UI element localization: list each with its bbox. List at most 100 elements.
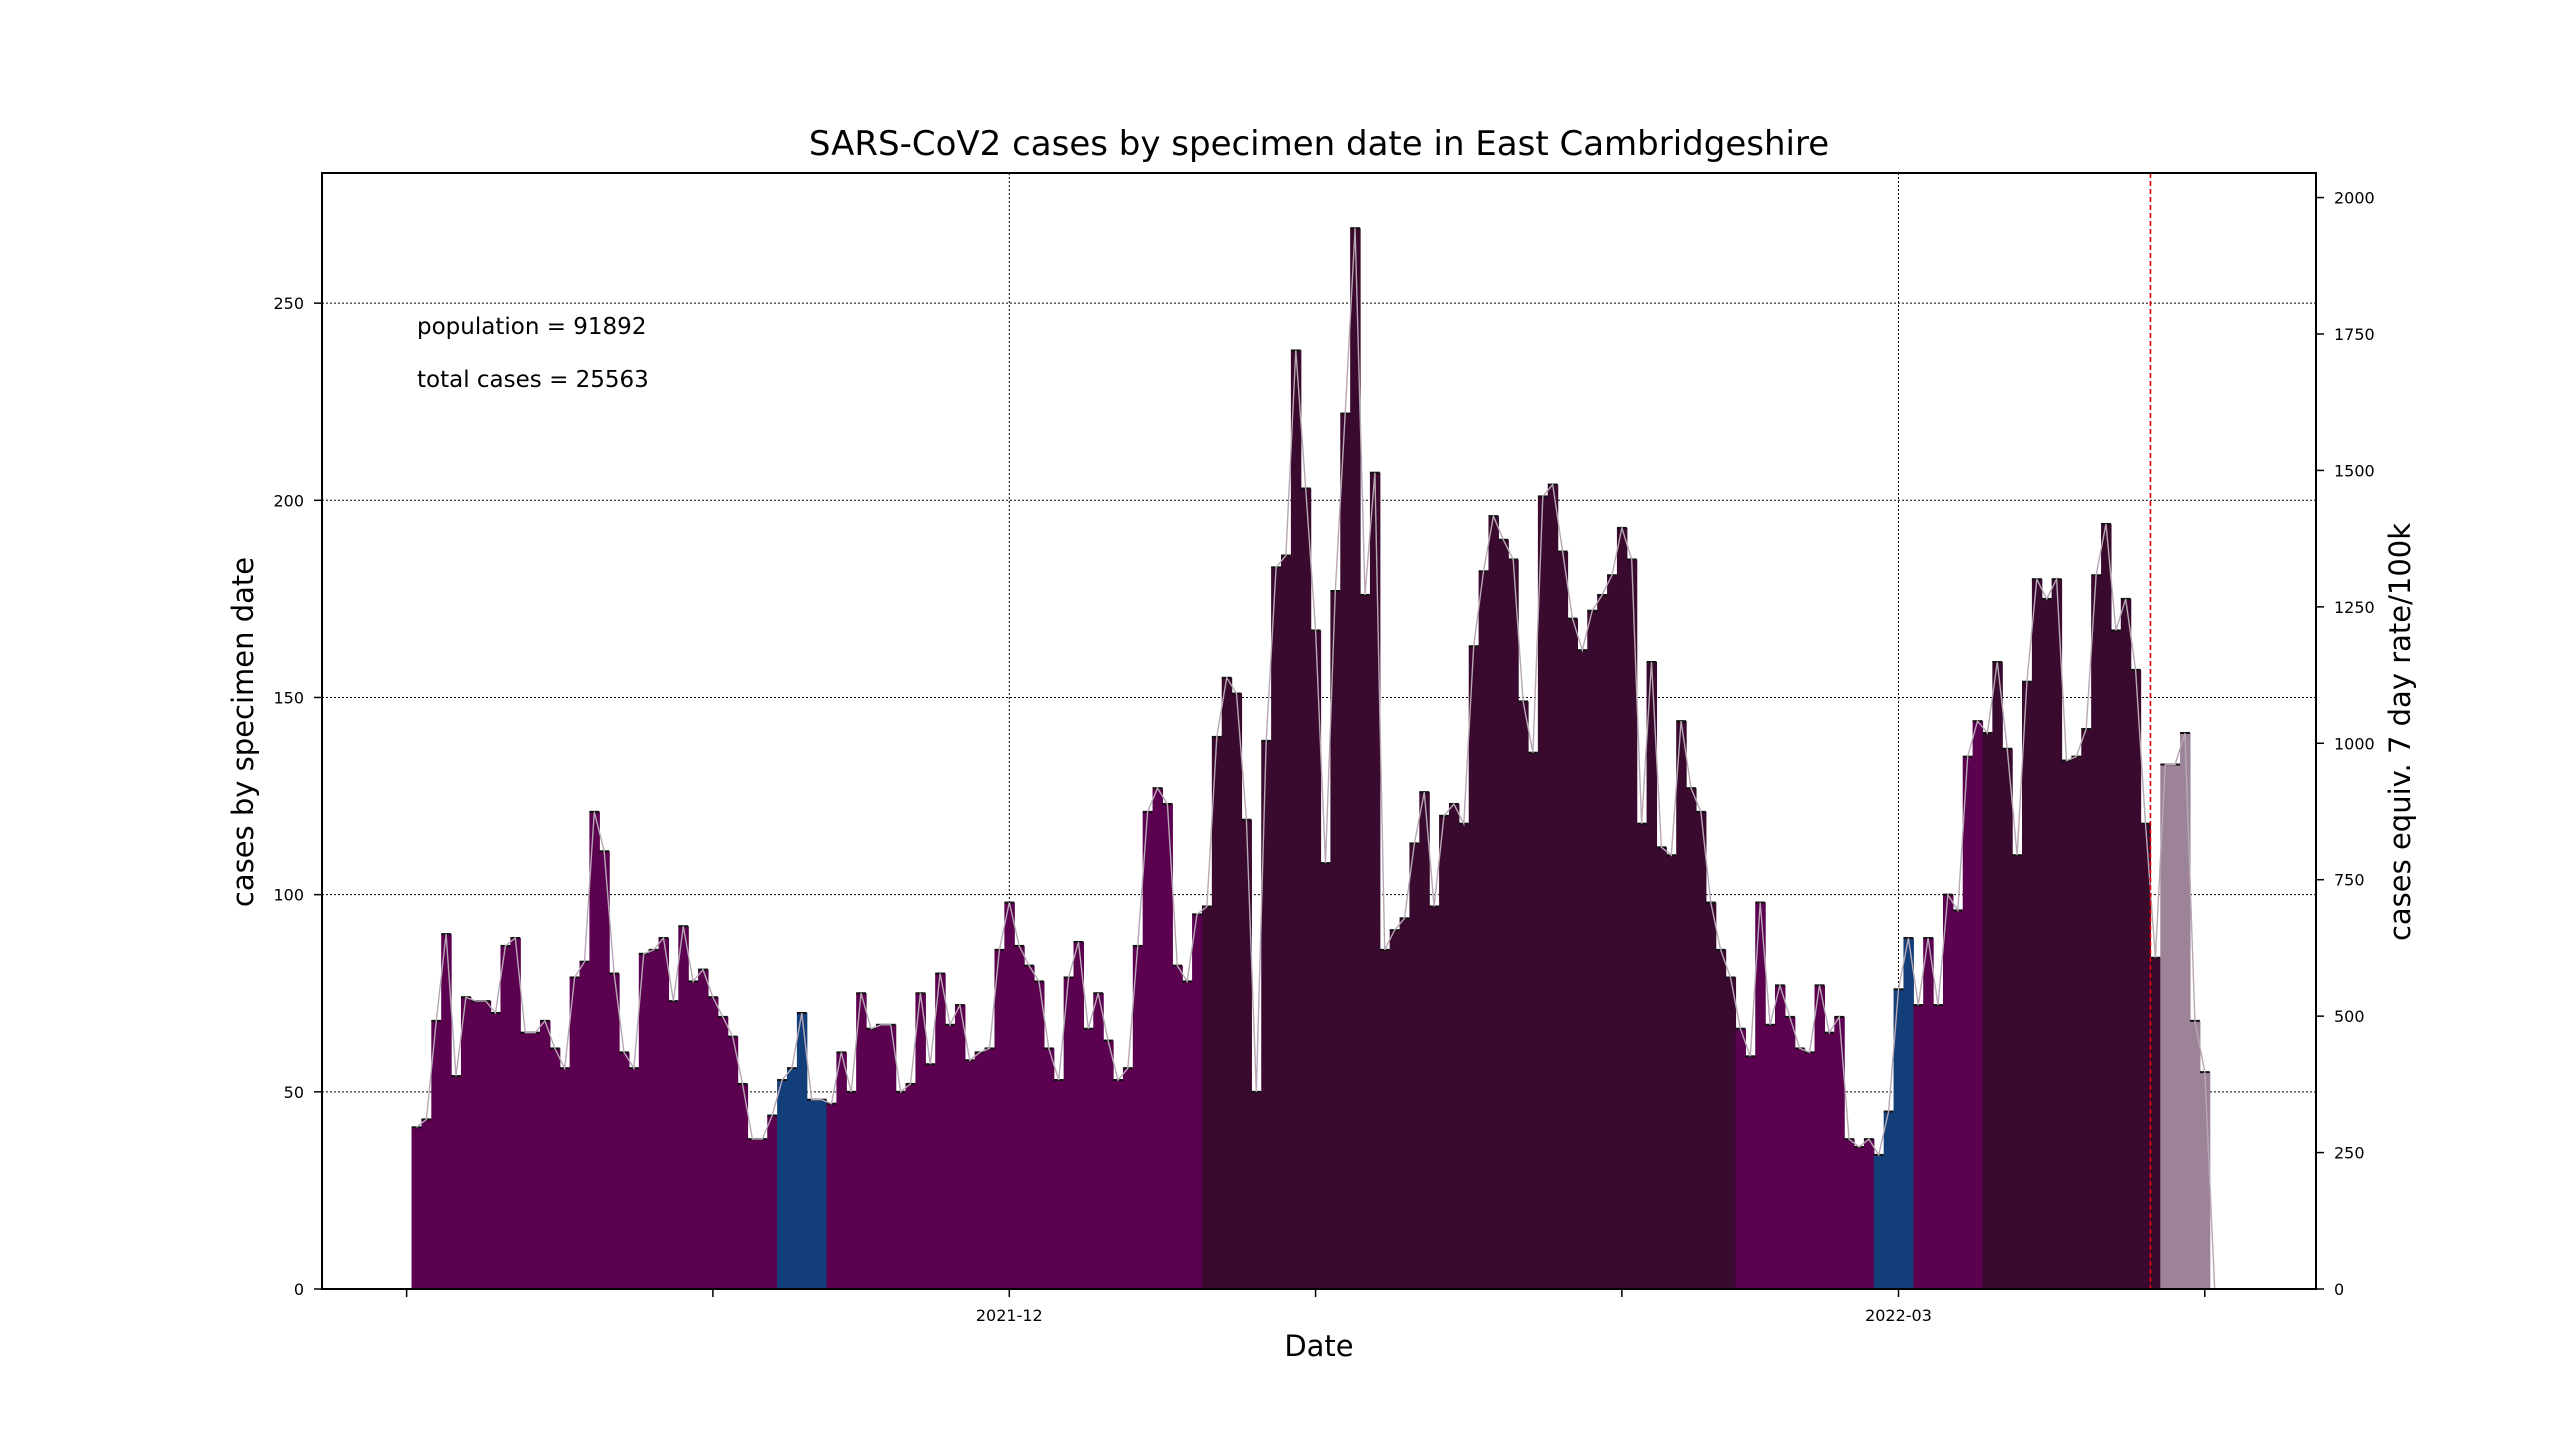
bar bbox=[1201, 906, 1213, 1289]
bar bbox=[1182, 981, 1193, 1289]
bar bbox=[1172, 965, 1183, 1289]
bar bbox=[648, 949, 660, 1289]
bar bbox=[559, 1068, 571, 1289]
bar bbox=[905, 1083, 917, 1289]
y2-tick-label: 250 bbox=[2334, 1144, 2365, 1163]
bar bbox=[569, 977, 581, 1289]
bar bbox=[451, 1076, 462, 1289]
bar bbox=[1913, 1005, 1924, 1289]
bar bbox=[1271, 567, 1282, 1289]
bar bbox=[1735, 1028, 1746, 1289]
bar bbox=[895, 1091, 907, 1289]
bar bbox=[974, 1052, 986, 1289]
bar bbox=[915, 993, 926, 1289]
y2-axis-label: cases equiv. 7 day rate/100k bbox=[2383, 523, 2417, 941]
bar bbox=[2101, 523, 2112, 1289]
bar bbox=[1083, 1028, 1094, 1289]
bar bbox=[2160, 764, 2171, 1289]
bar bbox=[460, 997, 472, 1289]
bar bbox=[994, 949, 1005, 1289]
bar bbox=[1715, 949, 1727, 1289]
bar bbox=[747, 1139, 758, 1289]
bar bbox=[1093, 993, 1104, 1289]
bar bbox=[470, 1001, 482, 1289]
bar bbox=[1211, 736, 1223, 1289]
bar bbox=[885, 1024, 897, 1289]
bar bbox=[520, 1032, 531, 1289]
bar bbox=[1103, 1040, 1114, 1289]
bar bbox=[777, 1079, 788, 1289]
bar bbox=[787, 1068, 798, 1289]
bar bbox=[1804, 1052, 1816, 1289]
bar bbox=[589, 811, 600, 1289]
bar bbox=[2170, 764, 2181, 1289]
bar bbox=[2140, 823, 2152, 1289]
bar bbox=[984, 1048, 996, 1289]
y-tick-label: 0 bbox=[294, 1280, 304, 1299]
bar bbox=[796, 1012, 808, 1289]
x-tick-label: 2022-03 bbox=[1865, 1306, 1932, 1325]
bar bbox=[1755, 902, 1766, 1289]
y-axis-ticks: 0 50 100 150 200 250 bbox=[273, 294, 322, 1299]
bar bbox=[2189, 1020, 2201, 1289]
bar bbox=[2120, 598, 2132, 1289]
bar bbox=[935, 973, 946, 1289]
bar bbox=[1942, 894, 1954, 1289]
bar bbox=[1152, 788, 1164, 1289]
bar bbox=[1498, 539, 1509, 1289]
bar bbox=[1458, 823, 1470, 1289]
bar bbox=[1439, 815, 1450, 1289]
bar bbox=[1814, 985, 1825, 1289]
y2-tick-label: 1750 bbox=[2334, 325, 2375, 344]
bar bbox=[2081, 729, 2092, 1289]
bar bbox=[530, 1032, 541, 1289]
bar bbox=[1360, 594, 1371, 1289]
bar bbox=[2002, 748, 2013, 1289]
bar bbox=[480, 1001, 492, 1289]
bar bbox=[1320, 863, 1331, 1289]
y-tick-label: 50 bbox=[284, 1083, 304, 1102]
bar bbox=[1379, 949, 1391, 1289]
bar bbox=[411, 1127, 423, 1289]
bar bbox=[1053, 1079, 1065, 1289]
bar bbox=[1448, 803, 1460, 1289]
bar bbox=[1933, 1005, 1944, 1289]
bar bbox=[688, 981, 699, 1289]
bar bbox=[1024, 965, 1035, 1289]
bar bbox=[806, 1099, 818, 1289]
bar bbox=[1034, 981, 1045, 1289]
bar bbox=[1636, 823, 1648, 1289]
bar bbox=[490, 1012, 502, 1289]
bar bbox=[1695, 811, 1707, 1289]
bar bbox=[1597, 594, 1608, 1289]
bar bbox=[1705, 902, 1717, 1289]
bar bbox=[1616, 527, 1628, 1289]
bar bbox=[1389, 930, 1401, 1289]
bar bbox=[1231, 693, 1243, 1289]
bar bbox=[1369, 472, 1381, 1289]
trend-line bbox=[416, 228, 2216, 1290]
bar bbox=[619, 1052, 630, 1289]
bar bbox=[1992, 661, 2003, 1289]
y2-tick-label: 1000 bbox=[2334, 734, 2375, 753]
x-axis-ticks: 2021-12 2022-03 bbox=[405, 1289, 2206, 1325]
x-axis-label: Date bbox=[1284, 1329, 1353, 1363]
bar bbox=[658, 938, 670, 1289]
y2-tick-label: 750 bbox=[2334, 871, 2365, 890]
bar bbox=[1794, 1048, 1806, 1289]
bar bbox=[707, 997, 719, 1289]
bar bbox=[1468, 646, 1480, 1289]
bar bbox=[1221, 677, 1233, 1289]
bar bbox=[1192, 914, 1203, 1289]
population-annotation: population = 91892 bbox=[417, 314, 646, 340]
bar bbox=[717, 1016, 729, 1289]
bar bbox=[1528, 752, 1539, 1289]
bar bbox=[945, 1024, 956, 1289]
y-axis-label: cases by specimen date bbox=[226, 557, 260, 907]
bar bbox=[1883, 1111, 1895, 1289]
bar bbox=[1478, 571, 1490, 1289]
bar bbox=[1686, 788, 1697, 1289]
bar bbox=[2091, 575, 2102, 1289]
bar bbox=[1952, 910, 1964, 1289]
bar bbox=[1567, 618, 1578, 1289]
